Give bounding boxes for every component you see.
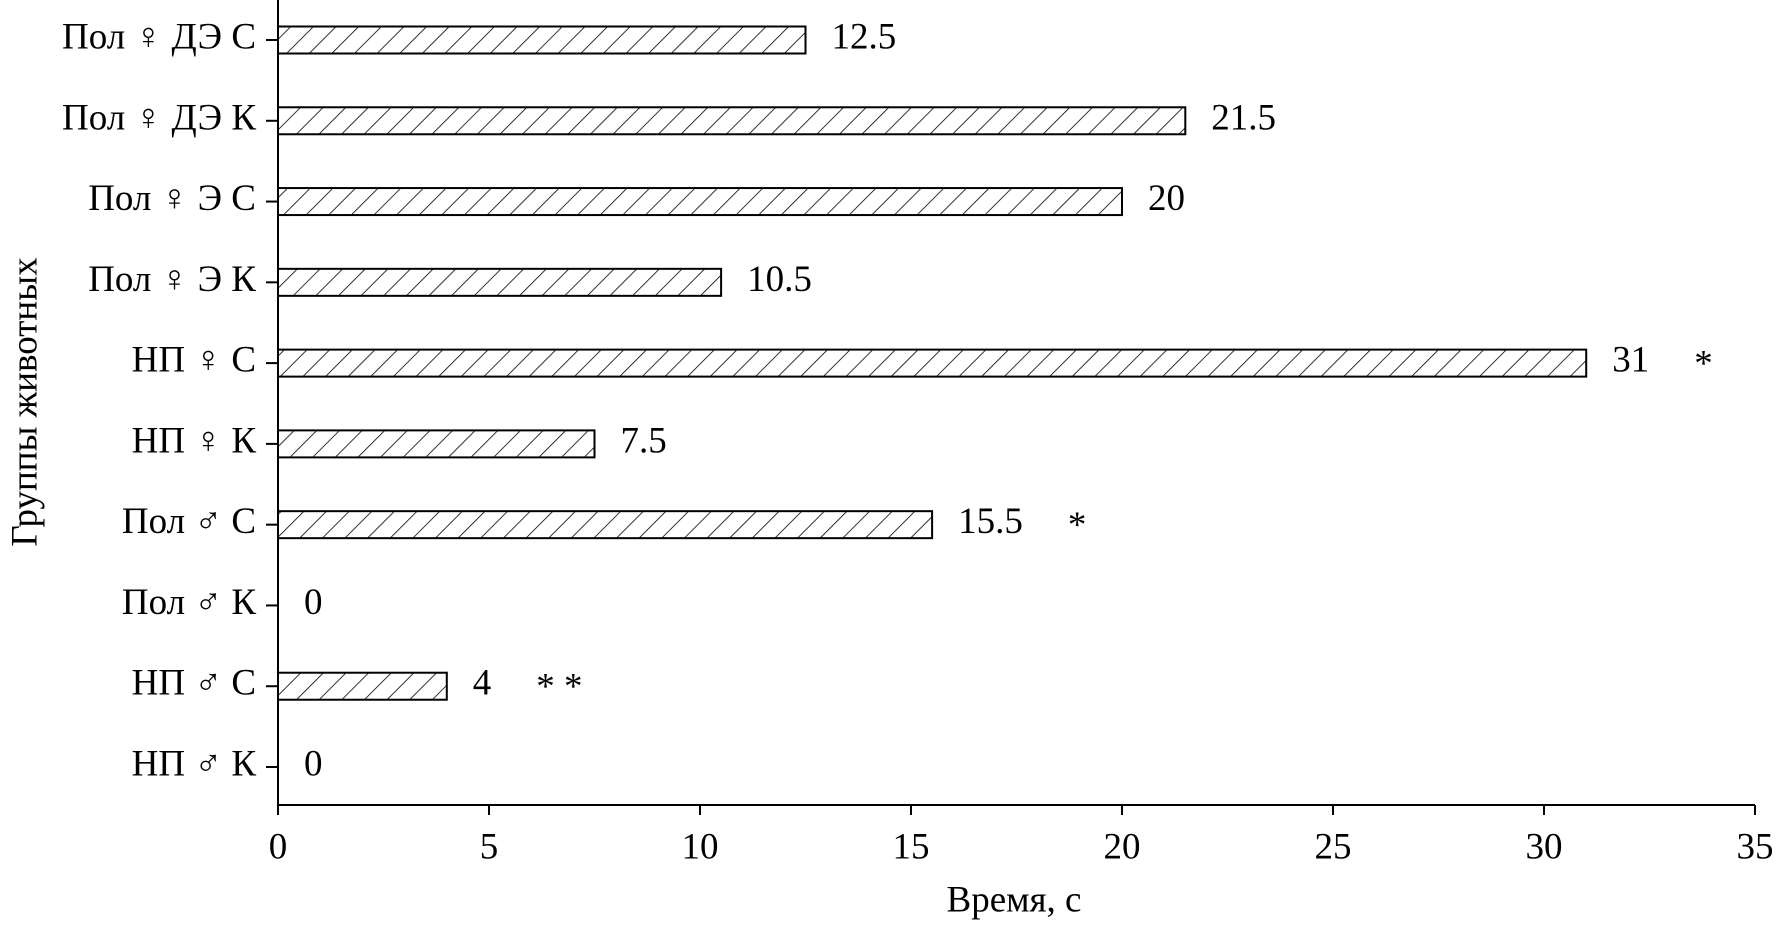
- data-label: 20: [1148, 178, 1185, 219]
- bar: [277, 187, 1123, 217]
- x-tick-label: 15: [893, 826, 930, 867]
- data-label: 7.5: [621, 420, 667, 461]
- bar: [277, 267, 723, 297]
- data-label: 12.5: [832, 16, 897, 57]
- x-tick-label: 35: [1737, 826, 1774, 867]
- x-tick-label: 20: [1104, 826, 1141, 867]
- data-label: 4: [473, 663, 492, 704]
- bar: [277, 25, 807, 55]
- data-label: 10.5: [747, 259, 812, 300]
- bar: [277, 348, 1588, 378]
- y-tick-label: Пол ♀ Э С: [88, 178, 256, 219]
- data-label: 31: [1612, 340, 1649, 381]
- y-tick-label: НП ♀ С: [132, 340, 256, 381]
- significance-mark: *: [1068, 505, 1087, 546]
- x-tick-label: 25: [1315, 826, 1352, 867]
- y-tick-label: Пол ♂ С: [122, 501, 256, 542]
- data-label: 21.5: [1211, 97, 1276, 138]
- data-label: 0: [304, 743, 323, 784]
- x-tick-label: 10: [682, 826, 719, 867]
- bar: [277, 106, 1187, 136]
- x-tick-label: 0: [269, 826, 288, 867]
- significance-mark: * *: [536, 667, 582, 708]
- y-tick-label: НП ♂ С: [132, 663, 256, 704]
- data-label: 0: [304, 582, 323, 623]
- y-tick-label: Пол ♂ К: [122, 582, 256, 623]
- data-label: 15.5: [958, 501, 1023, 542]
- x-tick-label: 30: [1526, 826, 1563, 867]
- significance-mark: *: [1694, 344, 1713, 385]
- y-tick-label: НП ♂ К: [132, 743, 257, 784]
- x-axis-title: Время, с: [947, 879, 1082, 920]
- bar: [277, 671, 448, 701]
- bar: [277, 429, 596, 459]
- y-tick-label: Пол ♀ ДЭ К: [62, 97, 256, 138]
- y-tick-label: НП ♀ К: [132, 420, 257, 461]
- bar: [277, 510, 934, 540]
- x-tick-label: 5: [480, 826, 499, 867]
- y-axis-title: Группы животных: [4, 257, 45, 547]
- y-tick-label: Пол ♀ ДЭ С: [62, 16, 256, 57]
- y-tick-label: Пол ♀ Э К: [88, 259, 256, 300]
